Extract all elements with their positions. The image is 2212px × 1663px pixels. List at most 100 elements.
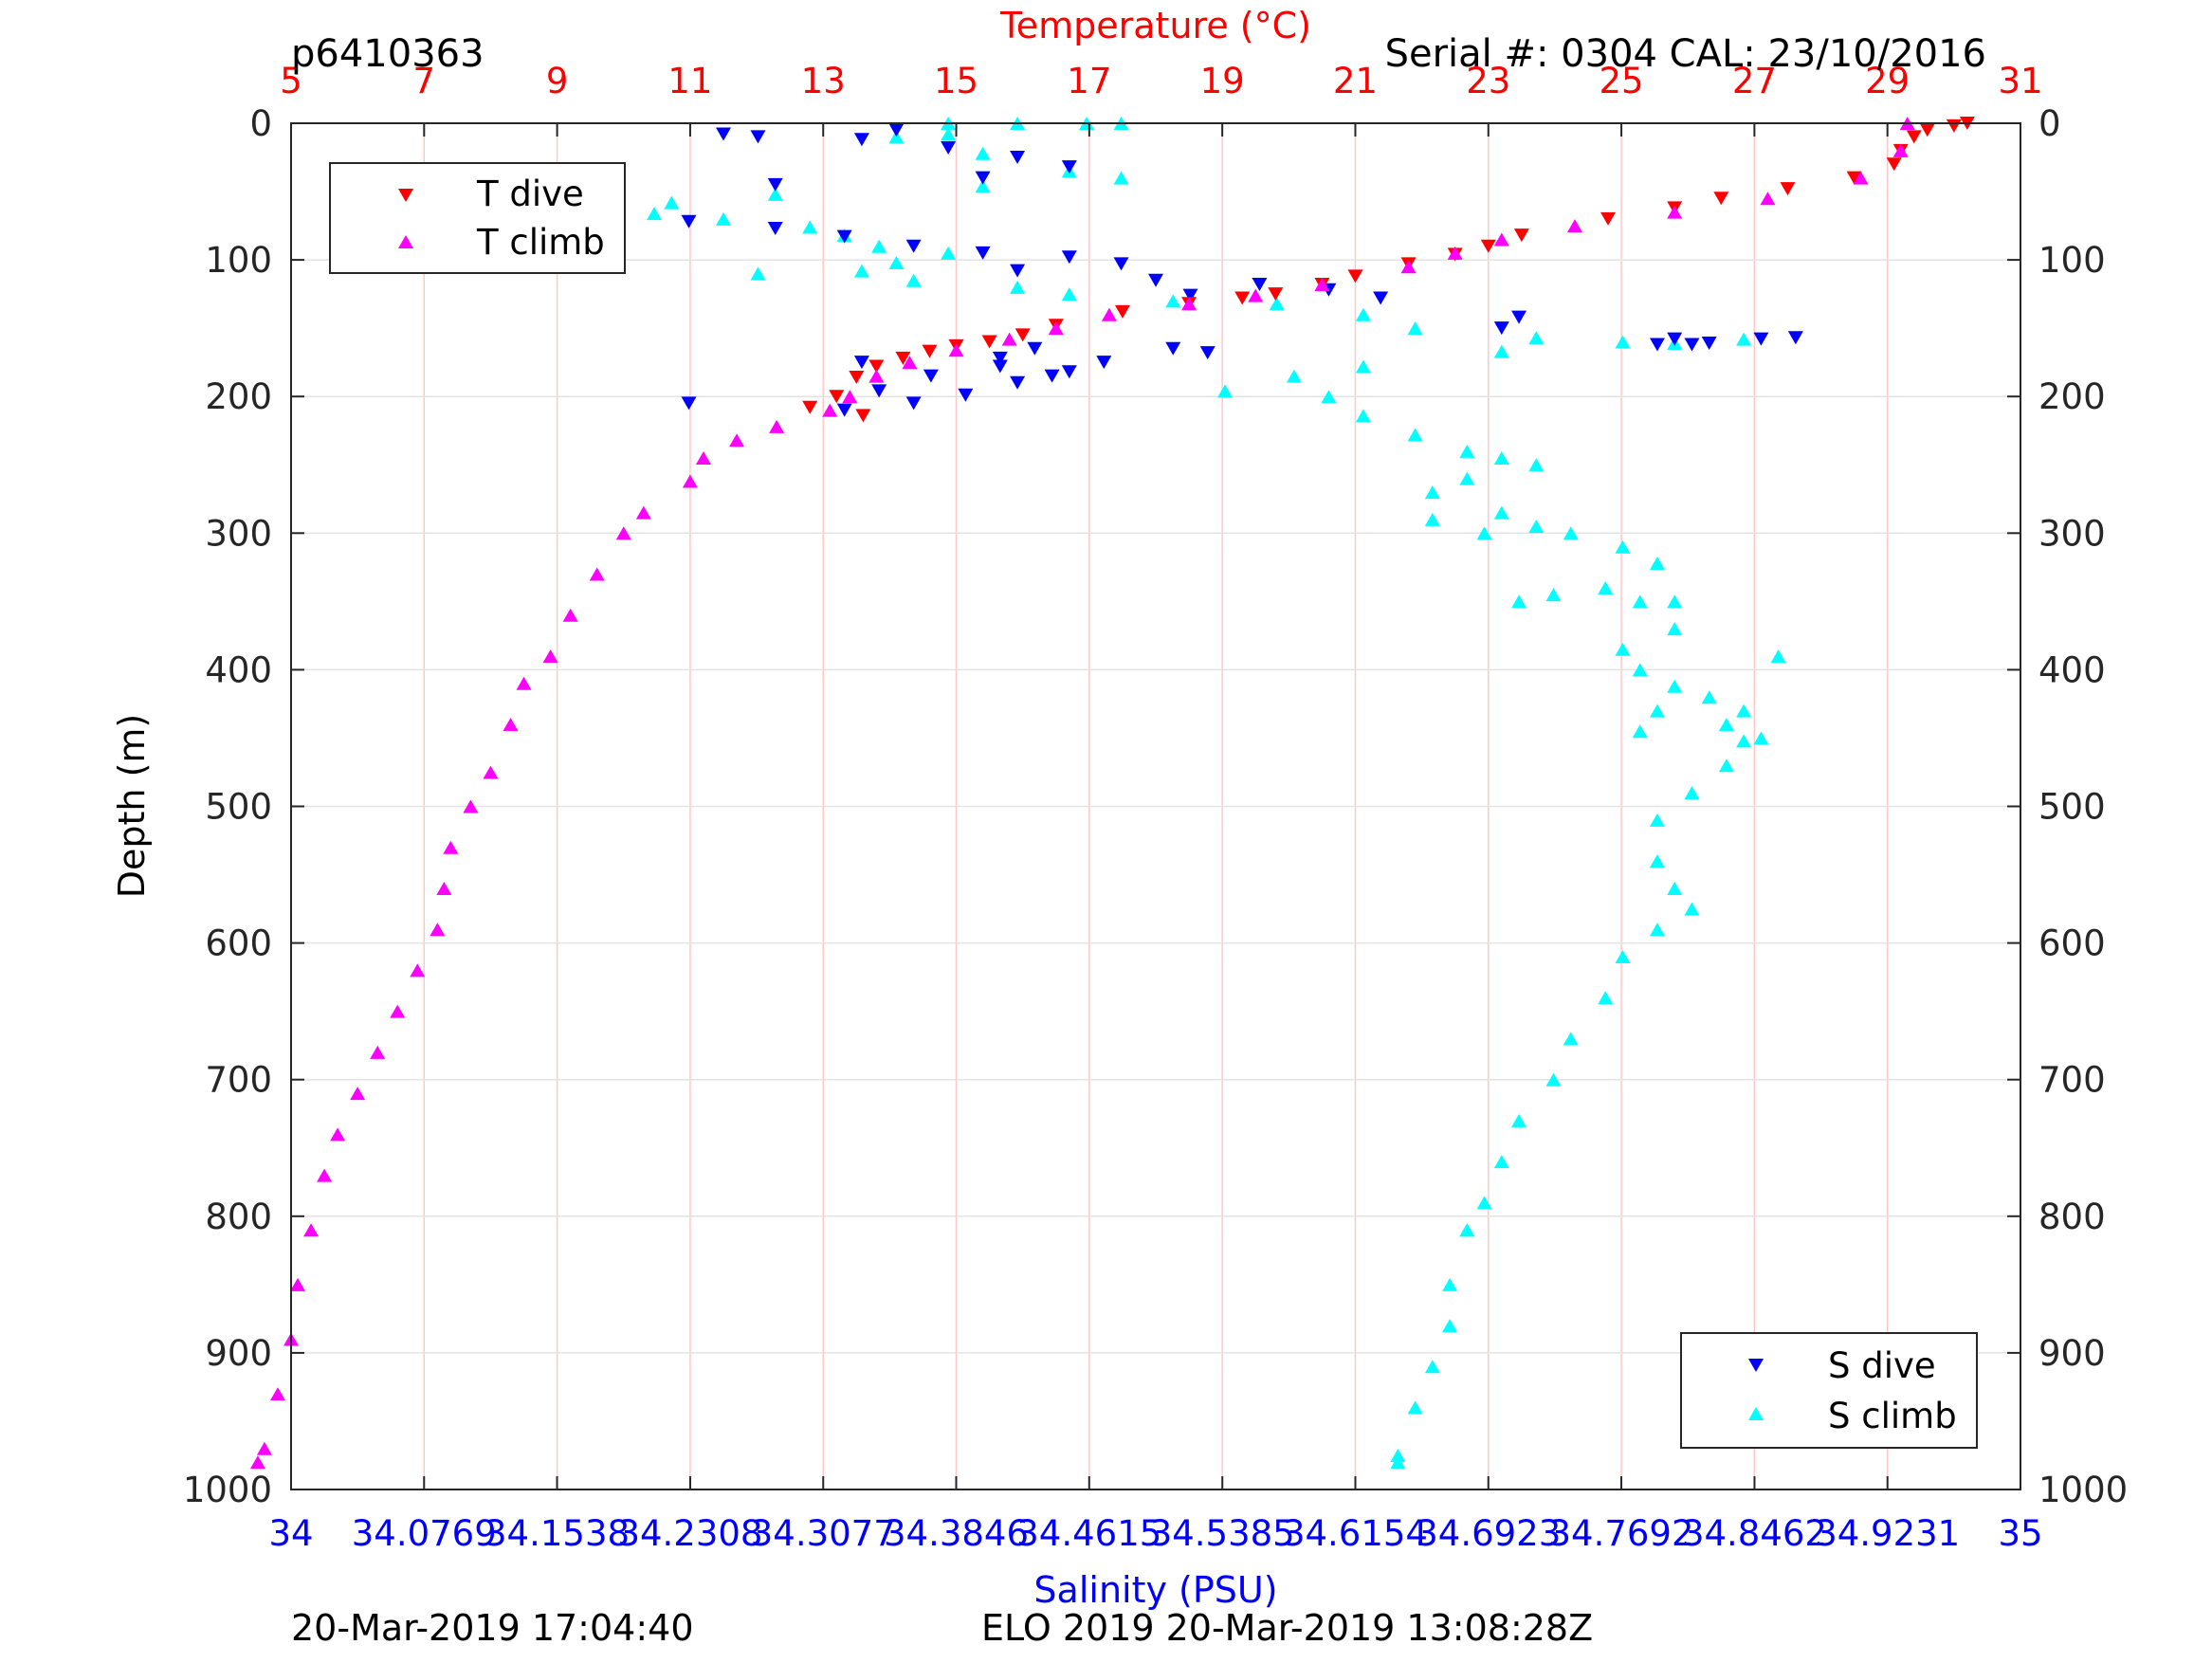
s-climb-point xyxy=(1113,171,1129,185)
depth-tick-label-left: 500 xyxy=(205,787,272,828)
s-dive-point xyxy=(1701,337,1717,351)
s-dive-point xyxy=(853,133,869,147)
s-climb-point xyxy=(1649,813,1665,827)
s-dive-point xyxy=(1010,151,1026,165)
s-dive-point xyxy=(1096,356,1112,370)
depth-tick-label-left: 0 xyxy=(249,103,272,144)
t-climb-point xyxy=(463,799,479,813)
temperature-tick-label: 7 xyxy=(413,61,436,101)
s-climb-point xyxy=(1476,1196,1492,1210)
legend-temperature: T dive T climb xyxy=(329,162,626,274)
t-climb-point xyxy=(868,369,885,383)
t-climb-point xyxy=(562,608,578,622)
legend-s-dive-label: S dive xyxy=(1828,1345,1936,1386)
s-climb-point xyxy=(1649,854,1665,868)
depth-tick-label-right: 700 xyxy=(2038,1060,2106,1101)
s-dive-point xyxy=(1010,375,1026,390)
t-climb-point xyxy=(1892,143,1909,157)
s-dive-point xyxy=(1373,291,1389,305)
t-climb-point xyxy=(1760,192,1776,206)
temperature-tick-label: 25 xyxy=(1600,61,1644,101)
temperature-tick-label: 29 xyxy=(1865,61,1910,101)
temperature-tick-label: 13 xyxy=(801,61,846,101)
legend-s-climb-label: S climb xyxy=(1828,1396,1957,1436)
salinity-tick-label: 34.6154 xyxy=(1283,1513,1428,1554)
t-climb-point xyxy=(1447,246,1463,260)
s-climb-point xyxy=(1667,622,1683,636)
salinity-tick-label: 34 xyxy=(268,1513,313,1554)
s-dive-point xyxy=(750,130,766,144)
t-climb-point xyxy=(370,1045,386,1059)
s-climb-point xyxy=(664,195,680,210)
s-dive-point xyxy=(992,359,1008,374)
legend-t-climb-marker xyxy=(398,235,413,248)
s-climb-point xyxy=(853,264,869,278)
s-dive-point xyxy=(871,384,887,398)
salinity-tick-label: 34.3846 xyxy=(884,1513,1029,1554)
s-climb-point xyxy=(1718,758,1734,773)
temperature-axis-title: Temperature (°C) xyxy=(999,5,1311,46)
t-climb-point xyxy=(589,567,605,581)
depth-tick-label-right: 500 xyxy=(2038,787,2106,828)
s-climb-point xyxy=(1528,520,1545,534)
t-climb-point xyxy=(436,881,452,895)
salinity-tick-label: 34.9231 xyxy=(1815,1513,1960,1554)
s-climb-point xyxy=(1701,690,1717,704)
s-climb-point xyxy=(1684,902,1700,916)
footer-left-timestamp: 20-Mar-2019 17:04:40 xyxy=(291,1607,694,1649)
s-dive-point xyxy=(1061,160,1077,174)
s-climb-point xyxy=(1459,1223,1475,1237)
depth-tick-label-left: 100 xyxy=(205,240,272,281)
t-climb-point xyxy=(1101,307,1117,321)
t-climb-point xyxy=(410,963,426,978)
s-dive-point xyxy=(958,388,974,402)
s-dive-point xyxy=(1493,321,1509,336)
t-dive-point xyxy=(981,335,997,349)
s-climb-point xyxy=(802,220,818,234)
depth-tick-label-right: 600 xyxy=(2038,923,2106,964)
s-dive-point xyxy=(1787,331,1803,345)
depth-tick-label-left: 200 xyxy=(205,376,272,417)
s-dive-point xyxy=(1252,278,1268,292)
legend-t-climb-label: T climb xyxy=(476,222,605,263)
t-climb-point xyxy=(483,765,499,779)
depth-tick-label-right: 900 xyxy=(2038,1333,2106,1374)
s-climb-point xyxy=(1598,991,1614,1005)
temperature-tick-label: 9 xyxy=(546,61,569,101)
temperature-tick-label: 11 xyxy=(667,61,712,101)
t-dive-point xyxy=(1713,192,1729,206)
s-climb-point xyxy=(1286,369,1302,383)
s-climb-point xyxy=(1269,297,1285,311)
s-climb-point xyxy=(941,127,957,141)
s-climb-point xyxy=(1476,526,1492,540)
s-climb-point xyxy=(1355,409,1371,423)
header-left-id: p6410363 xyxy=(291,32,484,76)
t-dive-point xyxy=(1513,228,1529,243)
s-climb-point xyxy=(1545,588,1562,602)
s-climb-point xyxy=(1667,594,1683,609)
s-climb-point xyxy=(1459,444,1475,458)
s-climb-point xyxy=(1615,950,1631,964)
s-climb-point xyxy=(1718,718,1734,732)
t-dive-point xyxy=(855,409,871,423)
s-dive-point xyxy=(681,396,697,411)
t-climb-point xyxy=(317,1168,333,1182)
s-climb-point xyxy=(1216,384,1233,398)
s-climb-point xyxy=(1632,724,1648,739)
salinity-tick-label: 34.8462 xyxy=(1682,1513,1827,1554)
t-climb-point xyxy=(249,1455,265,1470)
s-dive-point xyxy=(836,229,852,244)
s-climb-point xyxy=(1545,1072,1562,1087)
depth-tick-label-right: 300 xyxy=(2038,513,2106,554)
s-climb-point xyxy=(1511,594,1527,609)
t-dive-point xyxy=(1015,328,1031,342)
temperature-tick-label: 27 xyxy=(1732,61,1777,101)
s-dive-point xyxy=(853,356,869,370)
temperature-tick-label: 23 xyxy=(1466,61,1510,101)
s-climb-point xyxy=(1493,1155,1509,1169)
s-climb-point xyxy=(716,211,731,226)
temperature-tick-label: 17 xyxy=(1067,61,1111,101)
t-dive-point xyxy=(1234,291,1251,305)
t-climb-point xyxy=(303,1223,320,1237)
s-climb-point xyxy=(1493,505,1509,520)
